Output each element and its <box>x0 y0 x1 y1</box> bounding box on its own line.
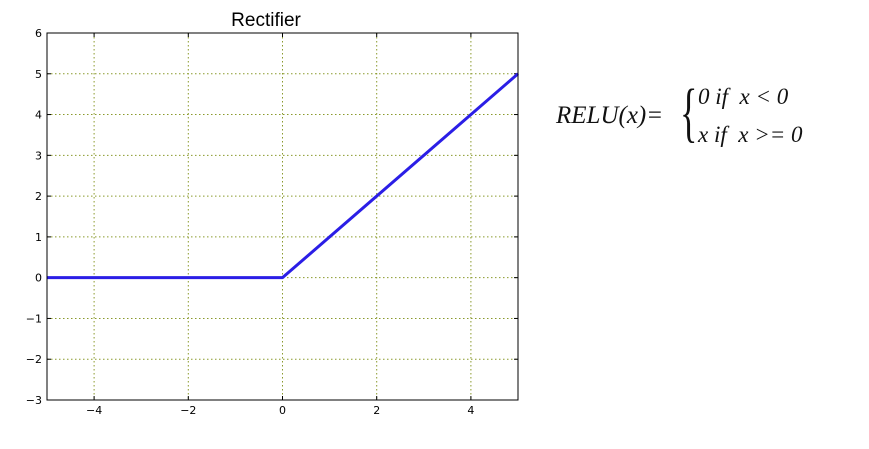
series-layer <box>47 72 519 280</box>
x-tick-label: 4 <box>467 404 474 417</box>
y-tick-label: −3 <box>26 394 42 407</box>
y-tick-label: 0 <box>35 272 42 285</box>
y-tick-label: −1 <box>26 312 42 325</box>
relu-formula: RELU(x)= { 0 if x < 0 x if x >= 0 <box>556 76 856 166</box>
axis-ticks: −4 −2 0 2 4 −3 −2 −1 0 1 2 3 4 5 6 <box>26 27 518 417</box>
y-tick-label: 2 <box>35 190 42 203</box>
y-tick-label: 3 <box>35 149 42 162</box>
formula-lhs: RELU(x)= <box>556 102 664 129</box>
y-tick-label: 6 <box>35 27 42 40</box>
y-tick-label: 1 <box>35 231 42 244</box>
x-tick-label: 2 <box>373 404 380 417</box>
x-tick-label: −4 <box>86 404 102 417</box>
plot-frame <box>46 32 519 401</box>
relu-series-line <box>47 72 519 280</box>
formula-case-1: 0 if x < 0 <box>698 84 789 109</box>
formula-case-2: x if x >= 0 <box>698 122 803 147</box>
y-tick-label: 4 <box>35 109 42 122</box>
x-tick-label: 0 <box>279 404 286 417</box>
y-tick-label: 5 <box>35 68 42 81</box>
y-tick-label: −2 <box>26 353 42 366</box>
formula-brace: { <box>680 76 698 149</box>
grid-lines <box>47 32 518 401</box>
x-tick-label: −2 <box>180 404 196 417</box>
chart-title: Rectifier <box>231 10 301 31</box>
